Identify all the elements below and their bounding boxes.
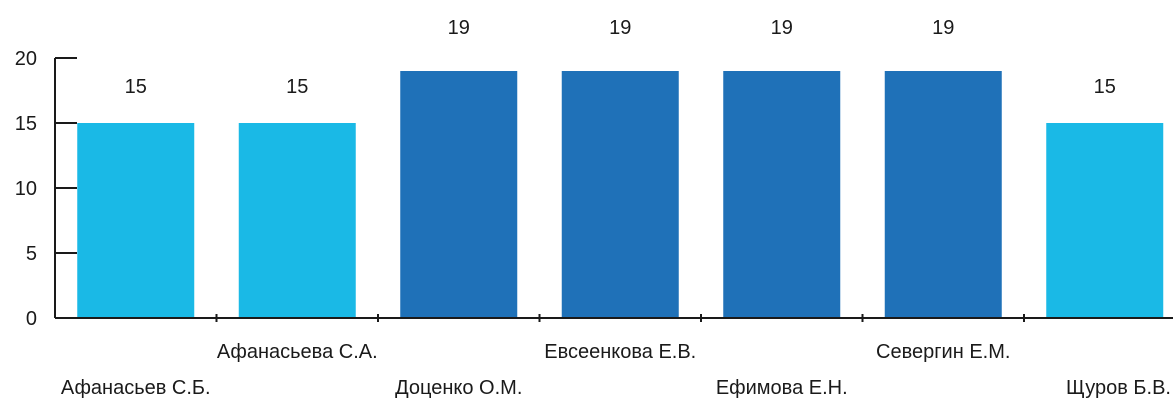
y-tick-label: 20 — [15, 48, 37, 70]
data-labels: 15 15 19 19 19 19 15 — [125, 17, 1116, 98]
category-label-5: Ефимова Е.Н. — [716, 377, 848, 399]
category-label-6: Севергин Е.М. — [876, 341, 1010, 363]
category-label-2: Афанасьева С.А. — [217, 341, 378, 363]
bars — [77, 71, 1164, 318]
x-axis — [55, 314, 1173, 322]
bar-4 — [561, 71, 679, 318]
data-label-4: 19 — [609, 17, 631, 39]
category-label-7: Щуров Б.В. — [1066, 377, 1171, 399]
data-label-7: 15 — [1094, 76, 1116, 98]
bar-1 — [77, 123, 195, 318]
data-label-1: 15 — [125, 76, 147, 98]
data-label-2: 15 — [286, 76, 308, 98]
y-tick-label: 10 — [15, 178, 37, 200]
category-labels: Афанасьев С.Б. Афанасьева С.А. Доценко О.М… — [61, 341, 1171, 399]
bar-6 — [884, 71, 1002, 318]
bar-2 — [238, 123, 356, 318]
y-axis: 0 5 10 15 20 — [15, 48, 77, 330]
bar-3 — [400, 71, 518, 318]
category-label-1: Афанасьев С.Б. — [61, 377, 211, 399]
bar-7 — [1046, 123, 1164, 318]
y-tick-label: 0 — [26, 308, 37, 330]
category-label-4: Евсеенкова Е.В. — [544, 341, 696, 363]
data-label-6: 19 — [932, 17, 954, 39]
y-tick-label: 15 — [15, 113, 37, 135]
data-label-5: 19 — [771, 17, 793, 39]
category-label-3: Доценко О.М. — [395, 377, 522, 399]
bar-5 — [723, 71, 841, 318]
data-label-3: 19 — [448, 17, 470, 39]
y-tick-label: 5 — [26, 243, 37, 265]
